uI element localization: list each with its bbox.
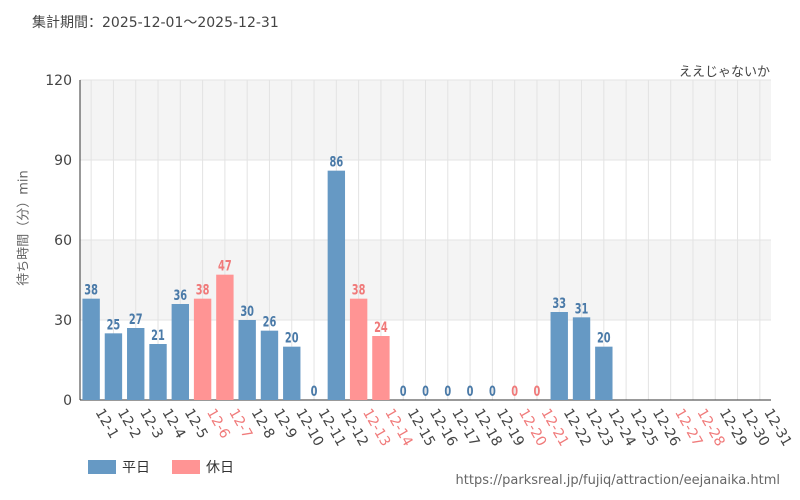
y-tick-label: 0 [63, 393, 72, 409]
bar-12-12 [327, 170, 346, 400]
bar-12-5 [171, 304, 189, 400]
value-label-12-24: 20 [597, 329, 611, 346]
value-label-12-11: 0 [311, 383, 318, 400]
value-label-12-22: 33 [552, 295, 566, 312]
bar-12-7 [216, 274, 234, 400]
bar-12-4 [149, 344, 167, 400]
value-label-12-15: 0 [400, 383, 407, 400]
value-label-12-20: 0 [511, 383, 518, 400]
legend-item-weekday: 平日 [88, 457, 150, 477]
value-label-12-4: 21 [151, 327, 165, 344]
bar-12-6 [193, 298, 212, 400]
value-label-12-12: 86 [330, 153, 344, 170]
value-label-12-18: 0 [467, 383, 474, 400]
y-tick-label: 90 [54, 153, 72, 169]
y-tick-label: 120 [45, 73, 72, 89]
bar-12-10 [283, 346, 301, 400]
bar-12-13 [349, 298, 368, 400]
y-tick-label: 30 [54, 313, 72, 329]
bar-12-1 [82, 298, 100, 400]
value-label-12-19: 0 [489, 383, 496, 400]
value-label-12-6: 38 [196, 281, 210, 298]
value-label-12-21: 0 [534, 383, 541, 400]
bar-12-22 [550, 312, 568, 400]
value-label-12-13: 38 [352, 281, 366, 298]
y-tick-label: 60 [54, 233, 72, 249]
bar-12-14 [372, 336, 390, 400]
bar-12-3 [127, 328, 145, 400]
value-label-12-1: 38 [84, 281, 98, 298]
value-label-12-7: 47 [218, 257, 232, 274]
legend-swatch-weekday [88, 460, 116, 474]
source-url: https://parksreal.jp/fujiq/attraction/ee… [455, 473, 780, 488]
bar-12-9 [260, 330, 279, 400]
value-label-12-17: 0 [444, 383, 451, 400]
value-label-12-9: 26 [263, 313, 277, 330]
period-label: 集計期間：2025-12-01～2025-12-31 [32, 15, 279, 31]
value-label-12-14: 24 [374, 319, 388, 336]
value-label-12-10: 20 [285, 329, 299, 346]
value-label-12-16: 0 [422, 383, 429, 400]
value-label-12-23: 31 [575, 300, 589, 317]
attraction-name: ええじゃないか [678, 65, 770, 80]
legend: 平日 休日 [88, 457, 234, 477]
legend-label-weekday: 平日 [122, 460, 150, 476]
legend-item-holiday: 休日 [172, 457, 234, 477]
legend-label-holiday: 休日 [206, 460, 234, 476]
bar-12-8 [238, 320, 256, 400]
value-label-12-5: 36 [173, 287, 187, 304]
bar-12-2 [104, 333, 123, 400]
bar-12-24 [595, 346, 613, 400]
value-label-12-8: 30 [240, 303, 254, 320]
legend-swatch-holiday [172, 460, 200, 474]
value-label-12-3: 27 [129, 311, 143, 328]
value-label-12-2: 25 [107, 316, 121, 333]
bar-12-23 [572, 317, 591, 400]
